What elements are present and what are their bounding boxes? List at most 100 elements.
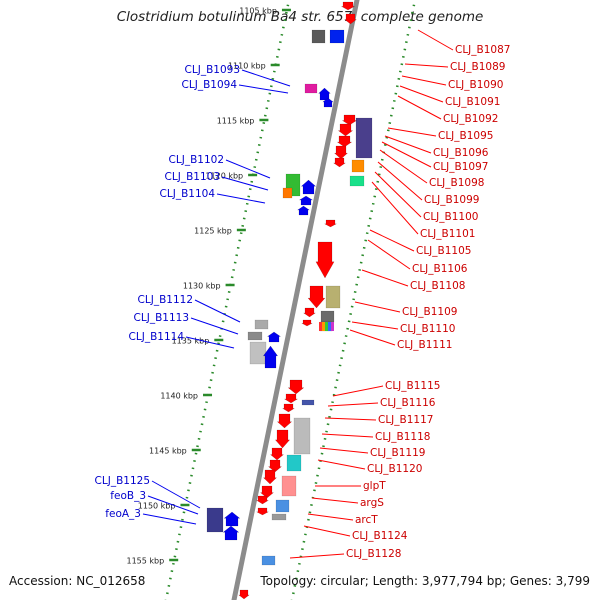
- forward-gene-arrow[interactable]: [238, 589, 250, 600]
- feature-stripe: [319, 322, 322, 331]
- right-gene-label[interactable]: CLJ_B1099: [424, 194, 479, 206]
- left-gene-label[interactable]: CLJ_B1104: [160, 188, 216, 200]
- right-gene-label[interactable]: CLJ_B1116: [380, 397, 436, 409]
- forward-gene-arrow[interactable]: [259, 485, 275, 499]
- feature-stripe: [322, 322, 325, 331]
- right-gene-label[interactable]: CLJ_B1115: [385, 380, 440, 392]
- right-gene-label[interactable]: CLJ_B1087: [455, 44, 510, 56]
- right-leader-line: [319, 447, 369, 454]
- right-leader-line: [397, 95, 442, 120]
- feature-blocks: [206, 29, 373, 566]
- forward-gene-arrow[interactable]: [287, 379, 305, 395]
- right-gene-label[interactable]: CLJ_B1120: [367, 463, 422, 475]
- right-gene-label[interactable]: CLJ_B1128: [346, 548, 401, 560]
- reverse-gene-arrow[interactable]: [262, 345, 279, 369]
- reverse-gene-arrow[interactable]: [266, 331, 282, 343]
- reverse-gene-arrow[interactable]: [318, 87, 331, 101]
- right-gene-label[interactable]: CLJ_B1106: [412, 263, 468, 275]
- right-gene-label[interactable]: CLJ_B1090: [448, 79, 503, 91]
- right-leader-line: [369, 229, 415, 252]
- reverse-gene-arrow[interactable]: [223, 511, 241, 527]
- left-gene-label[interactable]: CLJ_B1125: [95, 475, 150, 487]
- forward-gene-arrow[interactable]: [337, 123, 354, 137]
- left-gene-label[interactable]: CLJ_B1112: [138, 294, 193, 306]
- right-gene-label[interactable]: CLJ_B1089: [450, 61, 505, 73]
- left-gene-label[interactable]: CLJ_B1094: [182, 79, 238, 91]
- feature-block: [271, 513, 287, 521]
- forward-gene-arrow[interactable]: [276, 413, 293, 429]
- right-gene-label[interactable]: CLJ_B1101: [420, 228, 475, 240]
- reverse-gene-arrow[interactable]: [322, 97, 334, 108]
- forward-gene-arrow[interactable]: [315, 241, 335, 279]
- forward-gene-arrow[interactable]: [302, 307, 317, 318]
- left-guide-line: [164, 0, 291, 600]
- left-gene-label[interactable]: CLJ_B1114: [129, 331, 185, 343]
- scale-tick-label: 1105 kbp: [239, 7, 277, 16]
- right-gene-label[interactable]: CLJ_B1108: [410, 280, 465, 292]
- forward-gene-arrow[interactable]: [341, 114, 358, 126]
- left-gene-label[interactable]: feoB_3: [110, 490, 146, 502]
- right-gene-label[interactable]: CLJ_B1098: [429, 177, 484, 189]
- right-gene-label[interactable]: CLJ_B1095: [438, 130, 493, 142]
- right-gene-label[interactable]: CLJ_B1124: [352, 530, 408, 542]
- right-gene-label[interactable]: argS: [360, 497, 384, 509]
- right-gene-label[interactable]: CLJ_B1105: [416, 245, 471, 257]
- right-gene-label[interactable]: CLJ_B1100: [423, 211, 478, 223]
- left-gene-label[interactable]: CLJ_B1093: [185, 64, 240, 76]
- right-gene-label[interactable]: CLJ_B1096: [433, 147, 489, 159]
- right-gene-label[interactable]: arcT: [355, 514, 378, 526]
- forward-gene-arrow[interactable]: [274, 429, 291, 449]
- right-gene-label[interactable]: CLJ_B1091: [445, 96, 500, 108]
- forward-gene-arrow[interactable]: [283, 393, 299, 404]
- feature-stripe: [331, 322, 334, 331]
- right-gene-label[interactable]: glpT: [363, 480, 386, 492]
- right-gene-label[interactable]: CLJ_B1119: [370, 447, 425, 459]
- feature-block: [329, 29, 345, 44]
- track-dotted-guides: [164, 0, 417, 600]
- forward-gene-arrow[interactable]: [340, 1, 356, 11]
- right-leader-line: [307, 513, 354, 521]
- feature-block: [325, 285, 341, 309]
- forward-gene-arrow[interactable]: [267, 459, 283, 473]
- right-leader-line: [399, 85, 444, 103]
- left-gene-label[interactable]: CLJ_B1102: [169, 154, 224, 166]
- forward-gene-arrow[interactable]: [324, 219, 337, 228]
- left-gene-label[interactable]: CLJ_B1103: [165, 171, 220, 183]
- right-gene-label[interactable]: CLJ_B1110: [400, 323, 455, 335]
- gene-arrows[interactable]: [222, 1, 358, 600]
- forward-gene-arrow[interactable]: [269, 447, 285, 461]
- forward-gene-arrow[interactable]: [336, 135, 353, 148]
- forward-gene-arrow[interactable]: [343, 13, 358, 25]
- forward-gene-arrow[interactable]: [262, 469, 278, 485]
- left-leader-line: [194, 299, 241, 323]
- forward-gene-arrow[interactable]: [256, 507, 269, 516]
- right-gene-label[interactable]: CLJ_B1118: [375, 431, 430, 443]
- right-gene-label[interactable]: CLJ_B1117: [378, 414, 433, 426]
- left-gene-label[interactable]: CLJ_B1113: [134, 312, 189, 324]
- reverse-gene-arrow[interactable]: [222, 525, 240, 541]
- genome-summary-text: Topology: circular; Length: 3,977,794 bp…: [260, 574, 590, 588]
- feature-block: [355, 117, 373, 159]
- right-leader-line: [371, 181, 419, 235]
- right-leader-line: [384, 135, 432, 154]
- reverse-gene-arrow[interactable]: [298, 195, 314, 206]
- reverse-gene-arrow[interactable]: [300, 179, 317, 195]
- gene-labels[interactable]: CLJ_B1093 CLJ_B1094 CLJ_B1102 CLJ_B1103 CLJ_…: [95, 44, 511, 560]
- right-gene-label[interactable]: CLJ_B1109: [402, 306, 457, 318]
- forward-gene-arrow[interactable]: [333, 145, 349, 160]
- forward-gene-arrow[interactable]: [301, 319, 313, 327]
- forward-gene-arrow[interactable]: [332, 157, 347, 168]
- left-gene-label[interactable]: feoA_3: [105, 508, 141, 520]
- scale-tick-label: 1140 kbp: [160, 392, 198, 401]
- forward-gene-arrow[interactable]: [255, 495, 270, 505]
- feature-block: [293, 417, 311, 455]
- reverse-gene-arrow[interactable]: [296, 205, 311, 216]
- forward-gene-arrow[interactable]: [307, 285, 326, 309]
- forward-gene-arrow[interactable]: [281, 403, 296, 413]
- right-gene-label[interactable]: CLJ_B1092: [443, 113, 498, 125]
- right-gene-label[interactable]: CLJ_B1111: [397, 339, 452, 351]
- left-leader-line: [241, 69, 291, 87]
- right-guide-line: [290, 0, 417, 600]
- right-gene-label[interactable]: CLJ_B1097: [433, 161, 488, 173]
